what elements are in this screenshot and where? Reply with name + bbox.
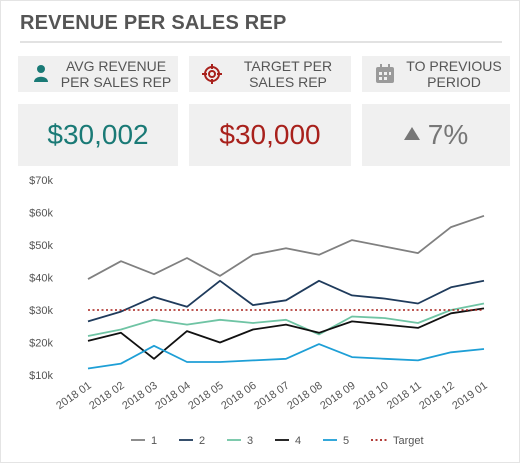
target-icon [201,63,223,85]
title-divider [20,41,502,43]
kpi-avg-revenue-header: AVG REVENUE PER SALES REP [18,56,178,92]
kpi-label-line: SALES REP [249,74,327,90]
kpi-label-line: AVG REVENUE [65,58,167,74]
legend-label-5: 5 [343,435,349,447]
y-tick-label: $40k [29,273,53,285]
y-axis: $10k $20k $30k $40k $50k $60k $70k [29,175,53,382]
kpi-target-value: $30,000 [189,104,351,166]
kpi-previous-period-value: 7% [362,104,510,166]
x-tick-label: 2018 08 [285,380,324,413]
kpi-label-line: PERIOD [427,74,481,90]
trend-up-icon [403,127,420,140]
series-line-3 [87,302,485,337]
kpi-previous-period-header: TO PREVIOUS PERIOD [362,56,510,92]
series-lines [87,214,485,370]
kpi-target-header: TARGET PER SALES REP [189,56,351,92]
x-tick-label: 2018 12 [417,380,456,413]
person-icon [30,63,52,85]
kpi-avg-revenue-label: AVG REVENUE PER SALES REP [58,58,174,90]
kpi-label-line: PER SALES REP [60,74,172,90]
x-tick-label: 2018 01 [54,380,93,413]
y-tick-label: $30k [29,305,53,317]
legend-label-4: 4 [295,435,301,447]
legend-label-3: 3 [247,435,253,447]
x-tick-label: 2018 05 [186,380,225,413]
series-line-1 [87,214,485,280]
x-tick-label: 2018 10 [351,380,390,413]
calendar-icon [374,63,396,85]
x-tick-label: 2018 02 [87,380,126,413]
kpi-target-label: TARGET PER SALES REP [229,58,347,90]
x-tick-label: 2018 04 [153,380,192,413]
series-line-2 [87,279,485,323]
page-title: REVENUE PER SALES REP [20,12,287,34]
y-tick-label: $70k [29,175,53,187]
kpi-label-line: TO PREVIOUS [406,58,502,74]
legend-label-target: Target [393,435,424,447]
x-tick-label: 2018 09 [318,380,357,413]
legend-label-2: 2 [199,435,205,447]
x-tick-label: 2018 06 [219,380,258,413]
kpi-previous-period-number: 7% [427,119,469,150]
legend-label-1: 1 [151,435,157,447]
kpi-label-line: TARGET PER [243,58,333,74]
kpi-previous-period-label: TO PREVIOUS PERIOD [402,58,506,90]
revenue-line-chart: $10k$20k$30k$40k$50k$60k$70k 2018 012018… [29,175,490,447]
x-tick-label: 2018 03 [120,380,159,413]
y-tick-label: $20k [29,338,53,350]
chart-legend: 1 2 3 4 5 Target [131,435,424,447]
kpi-avg-revenue-value: $30,002 [18,104,178,166]
series-line-4 [87,307,485,360]
y-tick-label: $50k [29,240,53,252]
x-tick-label: 2018 07 [252,380,291,413]
y-tick-label: $10k [29,370,53,382]
y-tick-label: $60k [29,208,53,220]
series-line-5 [87,343,485,370]
x-tick-label: 2019 01 [450,380,489,413]
x-tick-label: 2018 11 [385,380,424,412]
